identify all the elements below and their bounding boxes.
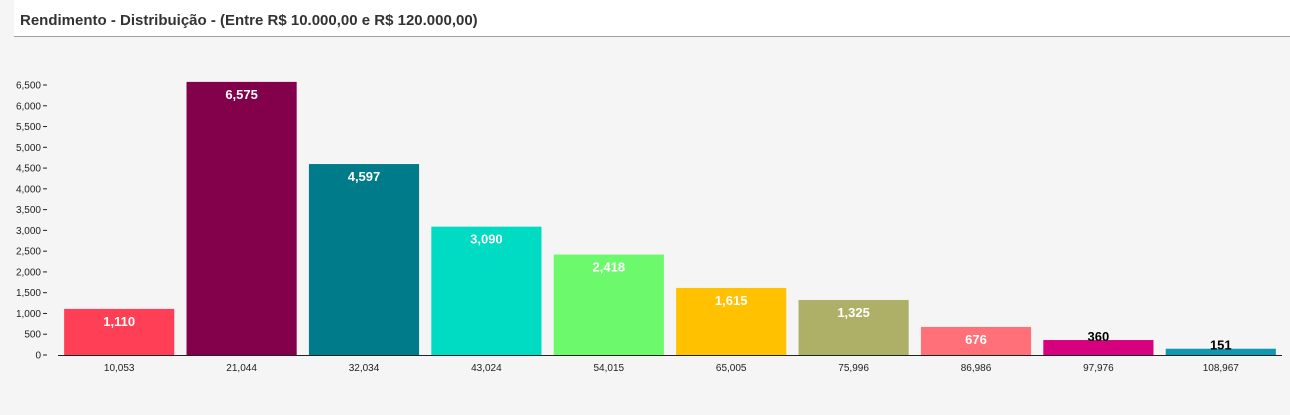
- data-label: 1,110: [103, 314, 135, 329]
- x-tick-label: 97,976: [1083, 363, 1114, 374]
- bar: [676, 287, 787, 355]
- y-tick-label: 2,000: [16, 267, 41, 278]
- data-label: 3,090: [470, 232, 503, 247]
- x-tick-label: 10,053: [104, 363, 135, 374]
- bar: [64, 308, 175, 355]
- y-tick-label: 2,500: [16, 247, 41, 258]
- y-tick-label: 0: [35, 351, 41, 362]
- bar: [920, 326, 1032, 355]
- data-label: 1,615: [715, 293, 748, 308]
- x-tick-label: 43,024: [471, 363, 502, 374]
- x-tick-label: 32,034: [349, 363, 380, 374]
- y-tick-label: 6,500: [16, 81, 41, 92]
- y-tick-label: 3,000: [16, 226, 41, 237]
- data-label: 4,597: [348, 169, 381, 184]
- bar: [553, 254, 664, 355]
- y-tick-label: 5,000: [16, 143, 41, 154]
- bar: [1043, 340, 1154, 355]
- x-tick-label: 65,005: [716, 363, 747, 374]
- bar: [308, 164, 420, 355]
- data-label: 676: [965, 332, 987, 347]
- x-tick-label: 21,044: [226, 363, 257, 374]
- data-label: 2,418: [593, 260, 626, 275]
- chart-title: Rendimento - Distribuição - (Entre R$ 10…: [20, 12, 478, 29]
- data-label: 360: [1088, 329, 1110, 344]
- data-label: 1,325: [837, 305, 870, 320]
- x-tick-label: 86,986: [961, 363, 992, 374]
- bar: [1165, 348, 1276, 355]
- y-tick-label: 1,000: [16, 309, 41, 320]
- bar: [431, 226, 542, 355]
- x-tick-label: 54,015: [594, 363, 625, 374]
- bar: [186, 81, 297, 355]
- y-tick-label: 6,000: [16, 101, 41, 112]
- y-tick-label: 4,000: [16, 184, 41, 195]
- x-tick-label: 75,996: [838, 363, 869, 374]
- y-tick-label: 3,500: [16, 205, 41, 216]
- y-tick-label: 500: [24, 330, 41, 341]
- bar: [798, 299, 909, 355]
- y-tick-label: 4,500: [16, 164, 41, 175]
- y-tick-label: 1,500: [16, 288, 41, 299]
- chart-header: Rendimento - Distribuição - (Entre R$ 10…: [14, 0, 1290, 37]
- y-tick-label: 5,500: [16, 122, 41, 133]
- data-label: 6,575: [225, 87, 258, 102]
- x-tick-label: 108,967: [1203, 363, 1240, 374]
- data-label: 151: [1210, 338, 1232, 353]
